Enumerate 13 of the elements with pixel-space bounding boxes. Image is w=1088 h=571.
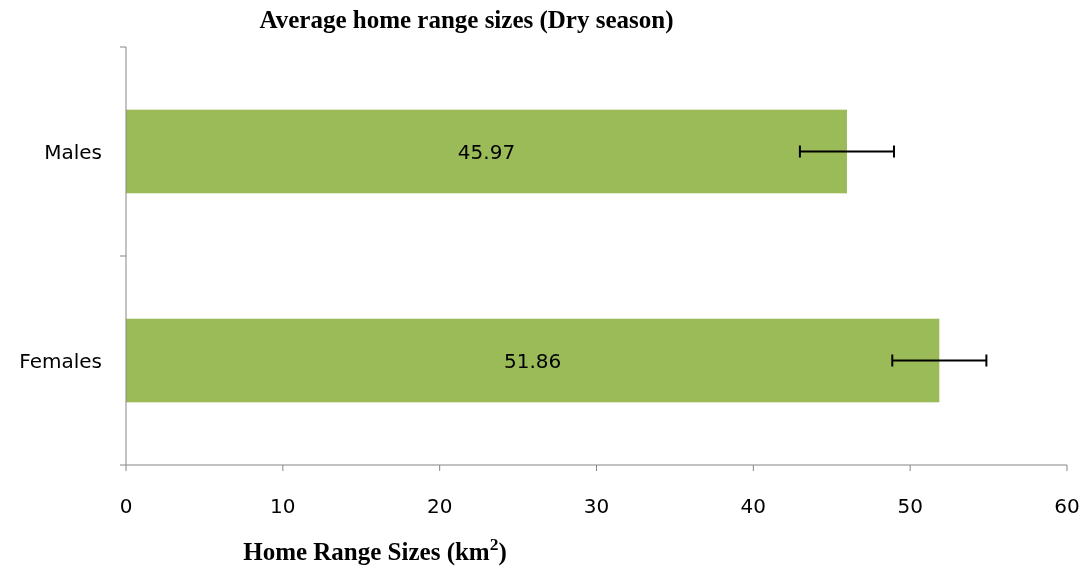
data-label: 45.97 [457, 139, 516, 164]
x-tick-label: 0 [119, 494, 133, 518]
x-tick-label: 20 [426, 494, 453, 518]
x-tick-label: 60 [1054, 494, 1080, 518]
x-tick-label: 10 [270, 494, 296, 518]
y-tick-label: Females [19, 348, 102, 373]
data-label: 51.86 [504, 348, 562, 373]
x-tick-label: 40 [740, 494, 767, 518]
y-tick-label: Males [44, 139, 102, 164]
chart-title: Average home range sizes (Dry season) [259, 6, 674, 34]
x-tick-label: 30 [583, 494, 610, 518]
x-tick-label: 50 [897, 494, 923, 518]
x-axis-title: Home Range Sizes (km$^{2}$) [243, 534, 507, 566]
